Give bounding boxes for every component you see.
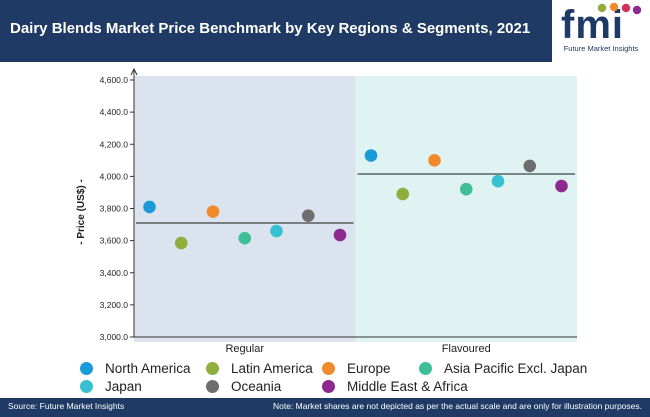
legend-swatch [206,379,219,393]
legend-swatch [419,361,432,375]
data-point-middle-east-africa [555,179,568,193]
legend-item: Middle East & Africa [322,377,468,395]
data-point-middle-east-africa [333,228,347,242]
y-axis-label: - Price (US$) - [76,179,87,245]
legend-item: Asia Pacific Excl. Japan [419,359,587,377]
legend-label: Japan [105,378,142,394]
logo-caption: Future Market Insights [563,44,639,53]
y-tick-label: 4,200.0 [100,139,129,149]
fmi-logo-icon: fmi [561,2,642,42]
category-panel-flavoured [355,76,577,342]
data-point-oceania [523,159,537,173]
legend-label: Asia Pacific Excl. Japan [444,360,588,376]
data-point-europe [428,154,441,167]
header-banner: Dairy Blends Market Price Benchmark by K… [0,0,650,62]
data-point-oceania [301,209,315,223]
footer-bar: Source: Future Market Insights Note: Mar… [0,398,650,417]
category-panel-regular [134,76,356,342]
legend-swatch [80,379,93,393]
y-tick-label: 3,600.0 [100,236,129,246]
y-tick-label: 4,600.0 [100,75,129,85]
fmi-logo: fmi Future Market Insights [552,0,650,62]
y-axis-arrow [130,67,138,76]
legend-swatch [322,379,335,393]
data-point-latin-america [174,236,188,250]
legend-swatch [322,361,335,375]
x-category-label: Regular [225,343,264,355]
data-point-asia-pacific-excl-japan [238,231,252,245]
legend-swatch [80,361,93,375]
y-tick-label: 3,000.0 [100,332,129,342]
source-text: Source: Future Market Insights [8,401,125,411]
legend-item: Europe [322,359,391,377]
data-point-japan [270,224,283,238]
legend-item: Oceania [206,377,281,395]
legend-label: Middle East & Africa [347,378,468,394]
y-tick-label: 3,400.0 [100,268,129,278]
price-chart: 3,000.0 3,200.0 3,400.0 3,600.0 3,800.0 4,000… [76,67,577,355]
legend-label: Europe [347,360,391,376]
legend-swatch [206,361,219,375]
legend-item: North America [80,359,191,377]
data-point-north-america [143,200,156,214]
legend-label: North America [105,360,191,376]
y-tick-label: 4,400.0 [100,107,129,117]
y-tick-label: 4,000.0 [100,171,129,181]
chart-title: Dairy Blends Market Price Benchmark by K… [10,20,531,37]
legend-label: Oceania [231,378,282,394]
data-point-latin-america [396,187,410,201]
data-point-europe [206,205,220,219]
legend-label: Latin America [231,360,313,376]
legend-item: Latin America [206,359,313,377]
data-point-japan [491,174,505,188]
data-point-asia-pacific-excl-japan [459,182,473,196]
x-category-label: Flavoured [442,343,491,355]
data-point-north-america [364,149,378,162]
y-tick-label: 3,800.0 [100,204,129,214]
y-tick-label: 3,200.0 [100,300,129,310]
chart-legend: North America Latin America Europe Asia Pac… [0,357,650,397]
legend-item: Japan [80,377,142,395]
footer-note: Note: Market shares are not depicted as … [272,401,642,411]
